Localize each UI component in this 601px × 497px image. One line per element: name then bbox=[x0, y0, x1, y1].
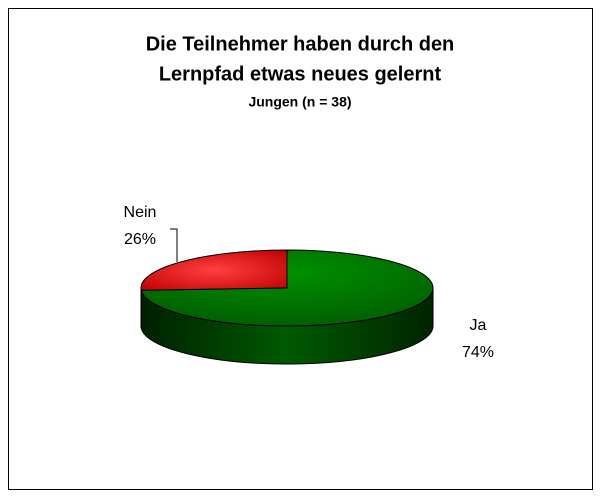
chart-subtitle: Jungen (n = 38) bbox=[248, 94, 351, 110]
slice-value-label: 26% bbox=[124, 231, 156, 248]
slice-label: Ja bbox=[470, 317, 487, 334]
pie-slice bbox=[140, 249, 288, 291]
chart-title: Die Teilnehmer haben durch den bbox=[146, 33, 455, 55]
slice-label: Nein bbox=[124, 204, 157, 221]
pie-slice bbox=[140, 249, 434, 327]
chart-frame bbox=[8, 8, 593, 490]
slice-value-label: 74% bbox=[462, 344, 494, 361]
leader-line bbox=[170, 228, 178, 262]
chart-title: Lernpfad etwas neues gelernt bbox=[159, 63, 442, 85]
